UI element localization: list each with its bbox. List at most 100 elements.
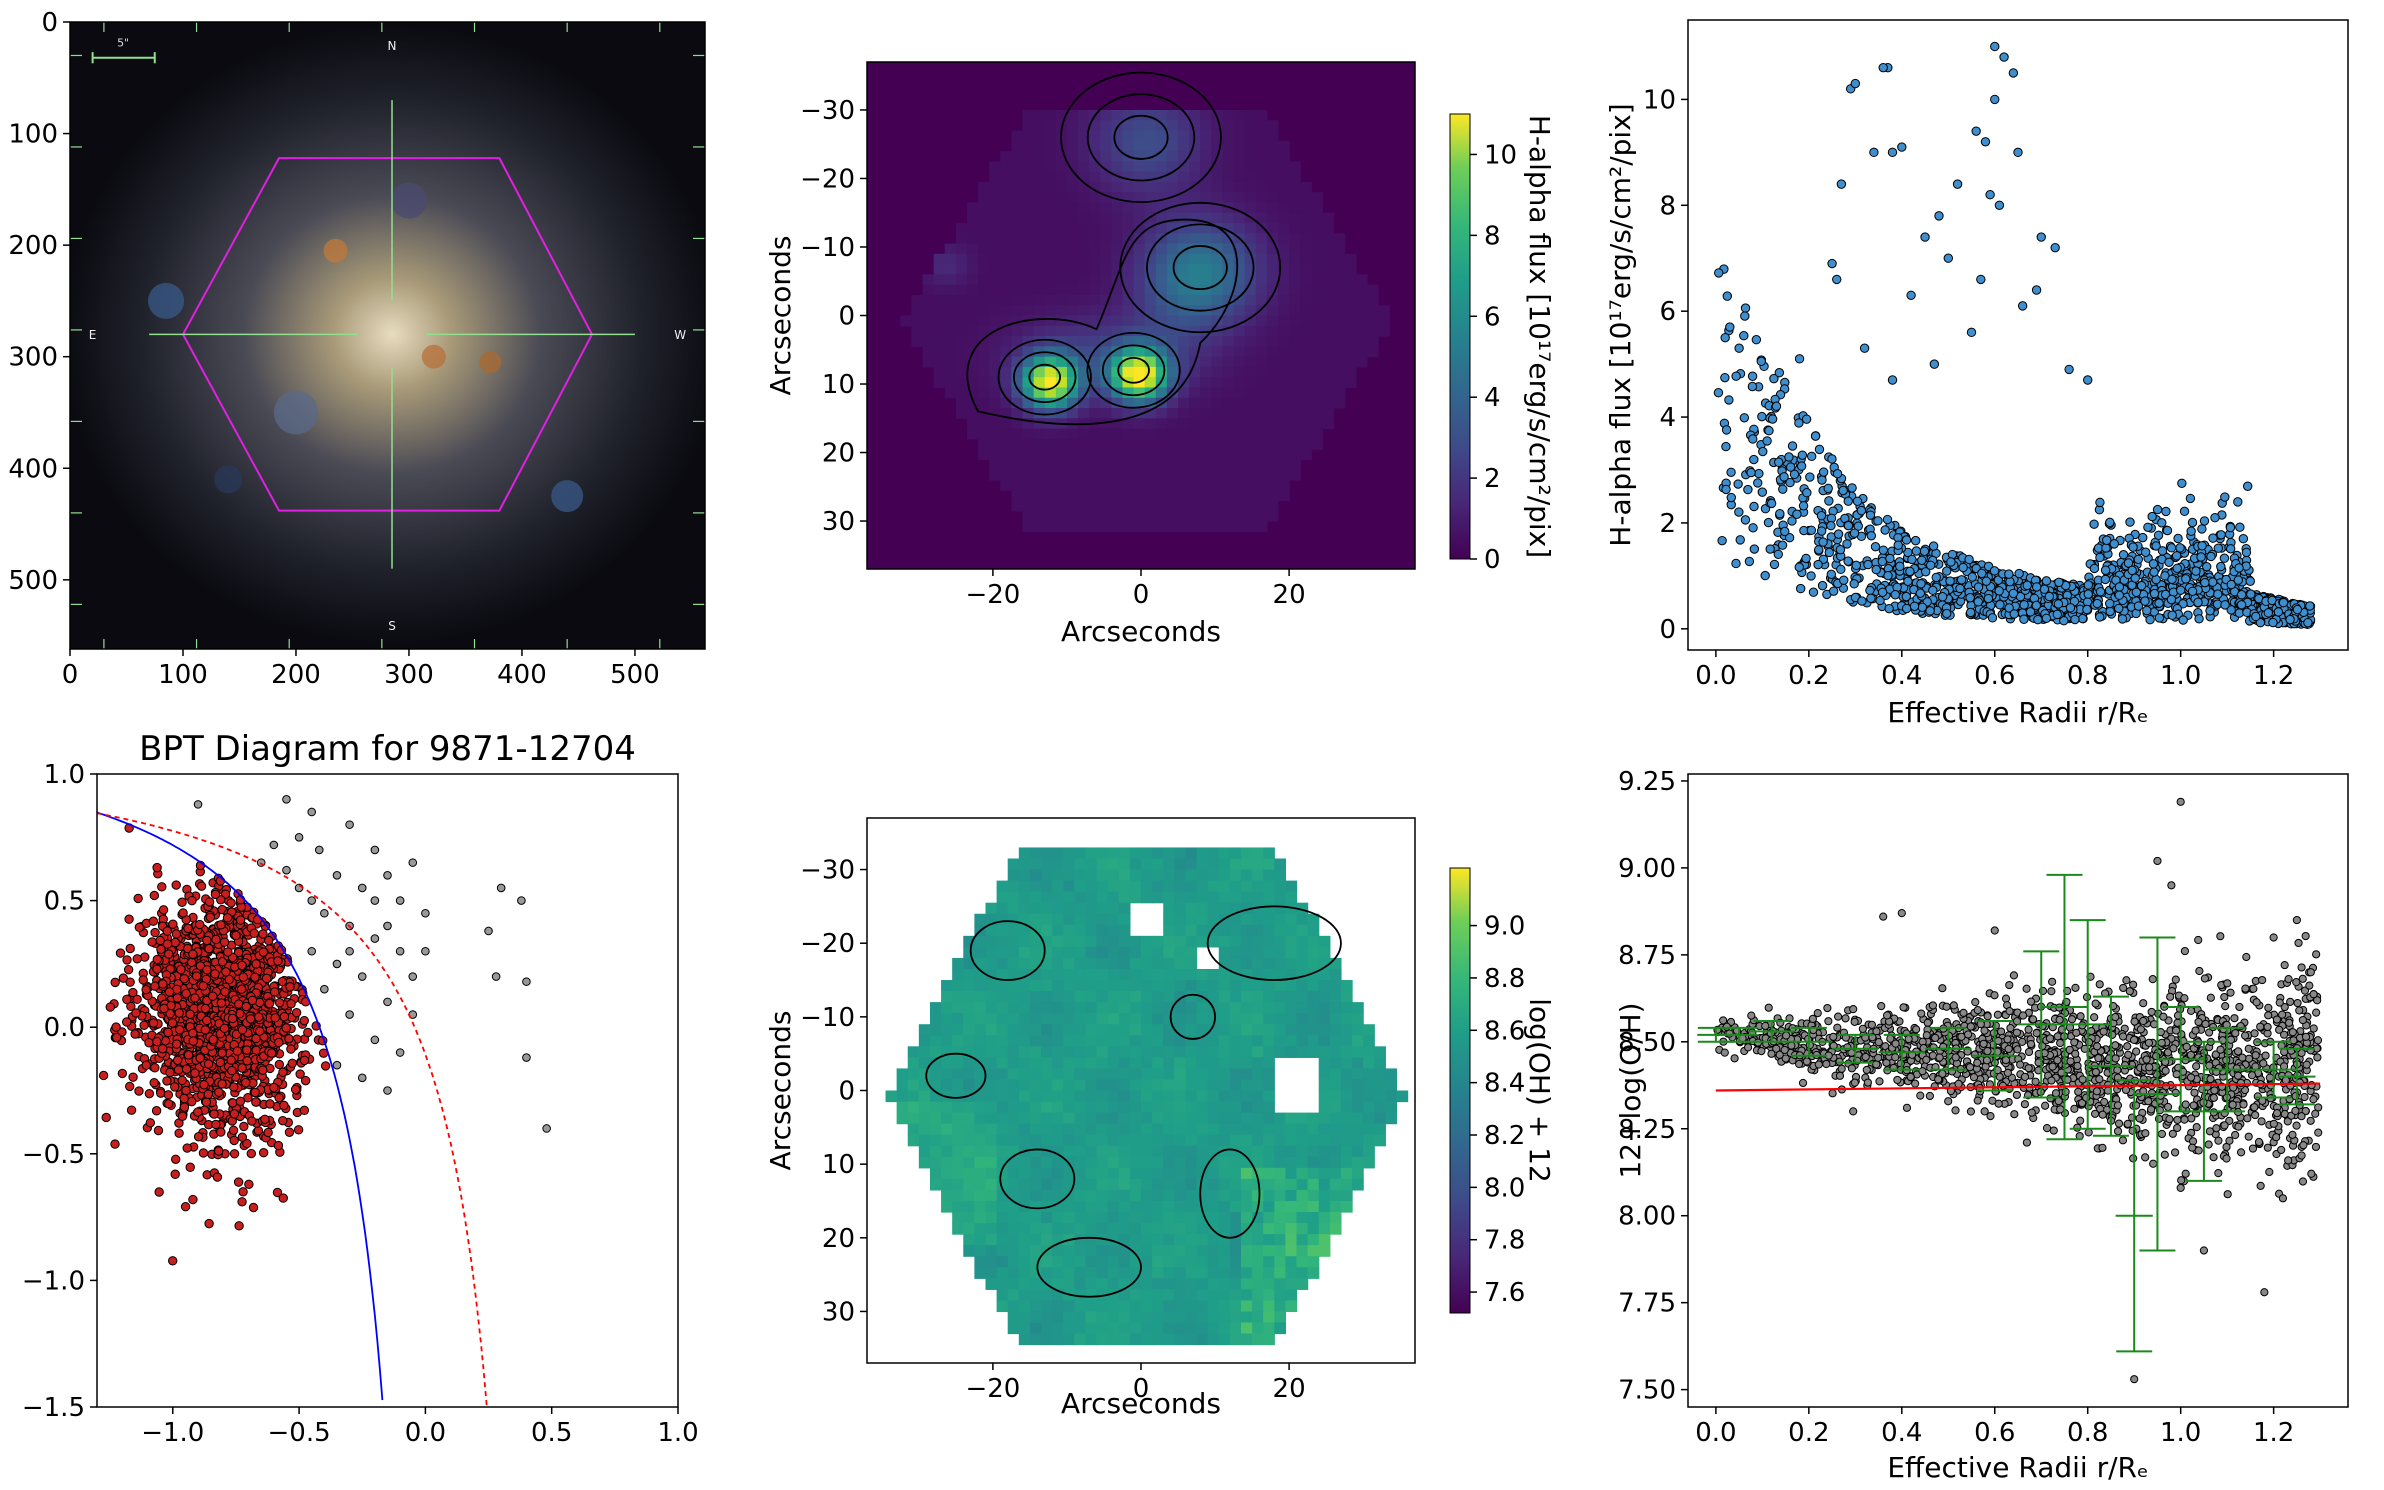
halpha-point [1943, 253, 1953, 263]
bpt-starforming-point [274, 1037, 284, 1048]
halpha-pixel [1033, 243, 1046, 255]
halpha-pixel [1066, 500, 1079, 512]
halpha-pixel [1233, 264, 1246, 275]
bpt-starforming-point [228, 1125, 239, 1135]
halpha-pixel [1222, 284, 1235, 296]
bpt-starforming-point [274, 1093, 284, 1103]
bpt-starforming-point [170, 1154, 181, 1164]
halpha-pixel [1022, 418, 1035, 430]
halpha-pixel [1200, 140, 1212, 152]
bpt-starforming-point [148, 916, 159, 926]
halpha-pixel [1189, 469, 1201, 481]
halpha-pixel [1055, 274, 1068, 286]
halpha-point [1955, 583, 1965, 594]
halpha-point [1775, 509, 1785, 519]
halpha-pixel [1166, 264, 1179, 275]
halpha-point [1785, 462, 1796, 472]
halpha-pixel [1266, 366, 1279, 378]
halpha-point [2175, 543, 2185, 553]
halpha-pixel [1022, 140, 1035, 152]
halpha-pixel [1089, 151, 1101, 162]
halpha-pixel [1133, 161, 1146, 173]
bpt-starforming-point [185, 1009, 195, 1020]
halpha-point [1883, 570, 1893, 581]
halpha-pixel [1133, 223, 1146, 234]
halpha-pixel [1100, 243, 1112, 255]
halpha-pixel [1222, 264, 1235, 275]
halpha-pixel [1133, 202, 1146, 214]
bpt-starforming-point [134, 922, 145, 933]
halpha-point [1828, 586, 1839, 596]
halpha-point [1895, 561, 1905, 572]
halpha-pixel [1022, 223, 1035, 234]
sdss-frame [69, 21, 706, 650]
halpha-pixel [1200, 490, 1212, 502]
bpt-composite-point [522, 977, 531, 986]
halpha-pixel [1055, 459, 1068, 471]
halpha-point [1746, 467, 1756, 478]
halpha-point [1901, 603, 1912, 614]
halpha-pixel [1044, 161, 1057, 173]
halpha-pixel [1111, 459, 1124, 471]
halpha-point [1901, 535, 1912, 545]
halpha-pixel [1011, 305, 1024, 317]
halpha-pixel [989, 294, 1001, 306]
halpha-point [2083, 580, 2094, 590]
halpha-pixel [1333, 397, 1346, 409]
halpha-pixel [1266, 151, 1279, 162]
halpha-pixel [933, 325, 946, 337]
halpha-pixel [1055, 479, 1068, 491]
halpha-pixel [1055, 284, 1068, 296]
halpha-point [2095, 552, 2105, 563]
halpha-pixel [1133, 264, 1146, 275]
halpha-pixel [1144, 181, 1157, 193]
halpha-point [1810, 431, 1821, 441]
halpha-point [1983, 593, 1994, 604]
halpha-pixel [1122, 181, 1135, 193]
halpha-pixel [1333, 336, 1346, 347]
metallicity-pixel [1185, 858, 1198, 871]
halpha-pixel [1244, 130, 1257, 142]
halpha-point [1756, 356, 1767, 367]
halpha-point [2241, 547, 2252, 558]
halpha-pixel [1100, 233, 1112, 245]
halpha-pixel [1055, 449, 1068, 460]
halpha-pixel [1178, 274, 1190, 286]
halpha-pixel [1244, 161, 1257, 173]
halpha-pixel [1089, 366, 1101, 378]
halpha-pixel [1255, 449, 1268, 460]
halpha-pixel [1100, 449, 1112, 460]
halpha-pixel [1078, 315, 1090, 327]
halpha-pixel [1144, 243, 1157, 255]
halpha-pixel [1189, 202, 1201, 214]
bpt-starforming-point [186, 957, 197, 968]
halpha-pixel [1222, 377, 1235, 389]
bpt-starforming-point [250, 972, 260, 982]
bpt-starforming-point [241, 1078, 251, 1088]
halpha-pixel [1022, 377, 1035, 389]
halpha-pixel [1278, 315, 1290, 327]
halpha-pixel [978, 202, 990, 214]
halpha-pixel [1211, 130, 1224, 142]
halpha-pixel [1222, 407, 1235, 419]
halpha-pixel [1278, 366, 1290, 378]
halpha-pixel [1211, 377, 1224, 389]
halpha-point [1946, 557, 1956, 567]
metallicity-pixel [1096, 858, 1109, 871]
halpha-pixel [1189, 171, 1201, 183]
halpha-pixel [922, 356, 935, 368]
halpha-pixel [1155, 418, 1168, 430]
halpha-pixel [1011, 243, 1024, 255]
halpha-pixel [1055, 305, 1068, 317]
halpha-pixel [1133, 294, 1146, 306]
halpha-pixel [1366, 325, 1379, 337]
halpha-pixel [1189, 428, 1201, 440]
halpha-pixel [1078, 479, 1090, 491]
halpha-point [2225, 522, 2236, 533]
halpha-pixel [1055, 181, 1068, 193]
halpha-point [1780, 526, 1790, 537]
bpt-xtick-label: 0.0 [405, 1418, 446, 1448]
halpha-pixel [955, 356, 968, 368]
halpha-pixel [1055, 253, 1068, 265]
bpt-composite-point [332, 959, 342, 969]
